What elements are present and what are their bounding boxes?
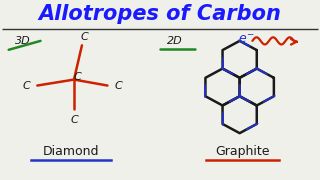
Text: Graphite: Graphite (216, 145, 270, 158)
Text: Diamond: Diamond (43, 145, 99, 158)
Text: 2D: 2D (166, 36, 182, 46)
Text: $e^{-}$: $e^{-}$ (238, 33, 254, 46)
Text: C: C (115, 80, 122, 91)
Text: C: C (81, 32, 88, 42)
Text: C: C (74, 72, 82, 82)
Text: C: C (70, 115, 78, 125)
Text: C: C (23, 80, 30, 91)
Text: Allotropes of Carbon: Allotropes of Carbon (39, 4, 281, 24)
Text: 3D: 3D (15, 36, 31, 46)
